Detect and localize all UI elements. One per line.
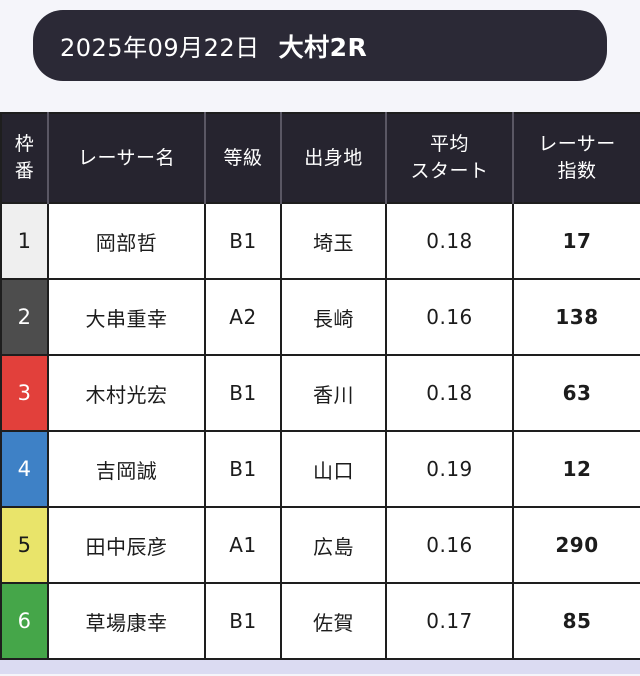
avg-start-cell: 0.16	[385, 506, 514, 584]
origin-cell: 長崎	[280, 278, 387, 356]
racer-name-cell: 岡部哲	[47, 202, 206, 280]
frame-number-cell: 3	[0, 354, 49, 432]
racer-index-cell: 63	[512, 354, 640, 432]
grade-cell: A2	[204, 278, 282, 356]
grade-cell: B1	[204, 354, 282, 432]
avg-start-cell: 0.16	[385, 278, 514, 356]
origin-cell: 佐賀	[280, 582, 387, 660]
col-header-avg-start: 平均 スタート	[385, 113, 513, 203]
col-header-frame-number: 枠 番	[1, 113, 48, 203]
avg-start-cell: 0.17	[385, 582, 514, 660]
origin-cell: 広島	[280, 506, 387, 584]
table-row: 2 大串重幸 A2 長崎 0.16 138	[0, 278, 640, 356]
race-title-bar: 2025年09月22日 大村2R	[33, 10, 607, 81]
avg-start-cell: 0.18	[385, 354, 514, 432]
next-section-edge	[0, 660, 640, 674]
table-header-row: 枠 番 レーサー名 等級 出身地 平均 スタート レーサー 指数	[1, 113, 640, 203]
frame-number-cell: 2	[0, 278, 49, 356]
racer-table: 枠 番 レーサー名 等級 出身地 平均 スタート レーサー 指数 1 岡部哲 B…	[0, 112, 640, 660]
grade-cell: A1	[204, 506, 282, 584]
col-header-grade: 等級	[204, 113, 281, 203]
table-row: 4 吉岡誠 B1 山口 0.19 12	[0, 430, 640, 508]
table-row: 6 草場康幸 B1 佐賀 0.17 85	[0, 582, 640, 660]
racer-index-cell: 290	[512, 506, 640, 584]
racer-name-cell: 草場康幸	[47, 582, 206, 660]
racer-index-cell: 12	[512, 430, 640, 508]
table-row: 5 田中辰彦 A1 広島 0.16 290	[0, 506, 640, 584]
frame-number-cell: 6	[0, 582, 49, 660]
col-header-origin: 出身地	[280, 113, 386, 203]
grade-cell: B1	[204, 430, 282, 508]
table-row: 1 岡部哲 B1 埼玉 0.18 17	[0, 202, 640, 280]
grade-cell: B1	[204, 582, 282, 660]
table-row: 3 木村光宏 B1 香川 0.18 63	[0, 354, 640, 432]
racer-name-cell: 田中辰彦	[47, 506, 206, 584]
grade-cell: B1	[204, 202, 282, 280]
frame-number-cell: 5	[0, 506, 49, 584]
frame-number-cell: 1	[0, 202, 49, 280]
col-header-racer-index: レーサー 指数	[512, 113, 640, 203]
racer-index-cell: 17	[512, 202, 640, 280]
race-date: 2025年09月22日	[60, 34, 260, 62]
avg-start-cell: 0.18	[385, 202, 514, 280]
frame-number-cell: 4	[0, 430, 49, 508]
origin-cell: 埼玉	[280, 202, 387, 280]
racer-index-cell: 85	[512, 582, 640, 660]
race-name: 大村2R	[278, 32, 368, 62]
col-header-racer-name: レーサー名	[47, 113, 205, 203]
racer-name-cell: 木村光宏	[47, 354, 206, 432]
origin-cell: 香川	[280, 354, 387, 432]
avg-start-cell: 0.19	[385, 430, 514, 508]
origin-cell: 山口	[280, 430, 387, 508]
racer-name-cell: 吉岡誠	[47, 430, 206, 508]
racer-name-cell: 大串重幸	[47, 278, 206, 356]
racer-index-cell: 138	[512, 278, 640, 356]
